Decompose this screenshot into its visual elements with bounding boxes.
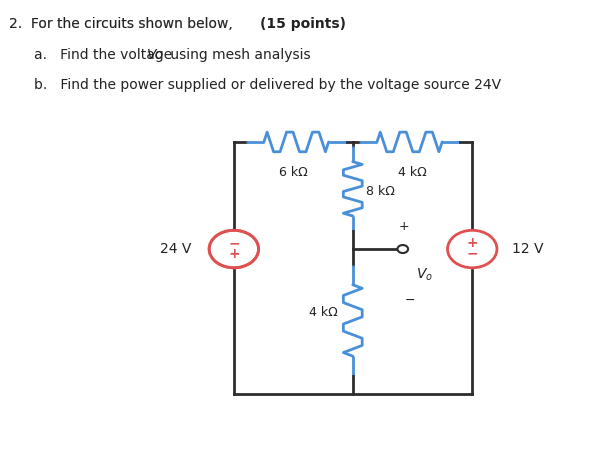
Circle shape [398, 245, 408, 253]
Text: using mesh analysis: using mesh analysis [166, 48, 311, 62]
Text: −: − [404, 294, 415, 307]
Text: 12 V: 12 V [511, 242, 543, 256]
Text: 4 kΩ: 4 kΩ [309, 306, 337, 319]
Text: +: + [466, 236, 478, 250]
Text: (15 points): (15 points) [260, 17, 346, 31]
Text: 2.  For the circuits shown below, (15 points): 2. For the circuits shown below, (15 poi… [9, 17, 315, 31]
Text: 4 kΩ: 4 kΩ [398, 167, 427, 180]
Text: +: + [398, 220, 409, 233]
Text: 2.  For the circuits shown below,: 2. For the circuits shown below, [9, 17, 240, 31]
Circle shape [450, 232, 495, 266]
Text: +: + [228, 247, 240, 260]
Text: 2.  For the circuits shown below,: 2. For the circuits shown below, [9, 17, 237, 31]
Text: 6 kΩ: 6 kΩ [279, 167, 308, 180]
Text: −: − [466, 247, 478, 260]
Text: a.   Find the voltage: a. Find the voltage [34, 48, 177, 62]
Circle shape [211, 232, 256, 266]
Text: $V_o$: $V_o$ [415, 267, 433, 283]
Text: 24 V: 24 V [160, 242, 191, 256]
Text: 8 kΩ: 8 kΩ [366, 185, 395, 198]
Text: Vo: Vo [147, 48, 164, 62]
Text: b.   Find the power supplied or delivered by the voltage source 24V: b. Find the power supplied or delivered … [34, 78, 501, 92]
Text: −: − [228, 236, 240, 250]
